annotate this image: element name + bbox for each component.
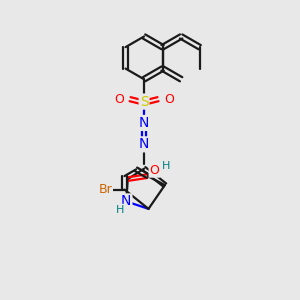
Text: O: O (164, 93, 174, 106)
Text: S: S (140, 94, 148, 109)
Text: H: H (162, 161, 170, 171)
Text: O: O (149, 164, 159, 177)
Text: O: O (114, 93, 124, 106)
Text: N: N (121, 194, 131, 208)
Text: H: H (116, 205, 124, 215)
Text: Br: Br (98, 183, 112, 196)
Text: N: N (139, 116, 149, 130)
Text: N: N (139, 137, 149, 152)
